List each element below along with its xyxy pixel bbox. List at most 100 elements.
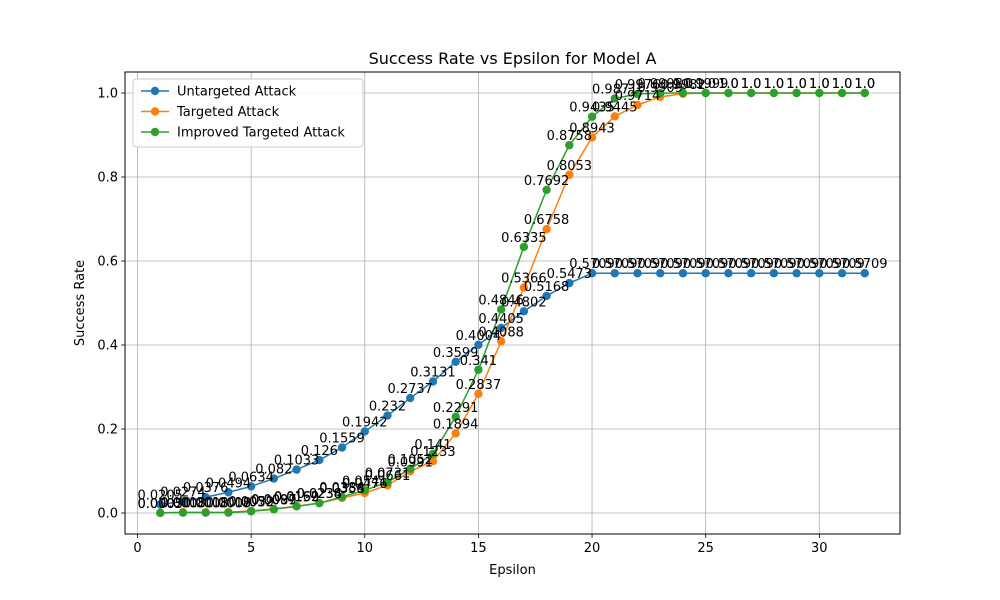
data-label: 0.0089 bbox=[251, 493, 297, 508]
data-label: 0.9976 bbox=[615, 78, 661, 93]
data-label: 1.0 bbox=[718, 77, 739, 92]
data-point bbox=[360, 427, 369, 436]
data-label: 0.0376 bbox=[183, 481, 229, 496]
data-point bbox=[565, 278, 574, 288]
data-point bbox=[496, 323, 506, 333]
x-axis-label: Epsilon bbox=[489, 563, 536, 578]
data-label: 0.0991 bbox=[387, 455, 433, 470]
data-point bbox=[610, 112, 619, 121]
legend: Untargeted Attack Targeted Attack Improved… bbox=[132, 78, 364, 148]
data-label: 0.0205 bbox=[137, 488, 183, 503]
data-point bbox=[815, 269, 824, 278]
data-label: 0.0476 bbox=[342, 477, 388, 492]
data-label: 0.5709 bbox=[751, 257, 797, 272]
data-label: 1.0 bbox=[695, 77, 716, 92]
data-label: 0.0018 bbox=[206, 496, 252, 511]
data-point bbox=[724, 88, 733, 98]
data-label: 0.0052 bbox=[228, 495, 274, 510]
data-label: 0.5709 bbox=[569, 257, 615, 272]
legend-marker bbox=[150, 86, 160, 96]
data-label: 0.0008 bbox=[160, 497, 206, 512]
data-label: 1.0 bbox=[786, 77, 807, 92]
data-label: 0.9714 bbox=[615, 89, 661, 104]
data-point bbox=[860, 88, 869, 98]
data-label: 0.4802 bbox=[501, 295, 547, 310]
data-point bbox=[246, 482, 256, 491]
data-label: 0.0634 bbox=[228, 470, 274, 485]
data-label: 0.341 bbox=[460, 354, 497, 369]
data-point bbox=[860, 269, 869, 278]
data-point bbox=[201, 493, 210, 502]
data-point bbox=[633, 269, 642, 278]
data-label: 0.1894 bbox=[433, 417, 479, 432]
y-tick-label: 0.0 bbox=[97, 507, 118, 522]
data-point bbox=[746, 88, 756, 98]
data-label: 0.0358 bbox=[319, 482, 365, 497]
data-label: 0.0018 bbox=[183, 496, 229, 511]
data-label: 0.4846 bbox=[478, 293, 524, 308]
data-point bbox=[451, 412, 460, 421]
data-label: 0.2837 bbox=[456, 378, 502, 393]
data-label: 0.7692 bbox=[524, 174, 570, 189]
data-point bbox=[815, 88, 824, 98]
data-label: 0.8943 bbox=[569, 121, 615, 136]
data-label: 1.0 bbox=[854, 77, 875, 92]
axis-ticks: 0 5 10 15 20 25 30 0.0 0.2 0.4 0.6 0.8 1.0 bbox=[97, 87, 827, 557]
data-label: 0.126 bbox=[301, 444, 338, 459]
data-label: 0.6758 bbox=[524, 213, 570, 228]
data-point bbox=[269, 474, 279, 483]
data-point bbox=[496, 305, 506, 314]
data-label: 0.9998 bbox=[637, 77, 683, 92]
data-label: 0.4405 bbox=[478, 312, 524, 327]
data-point bbox=[656, 269, 665, 278]
data-label: 0.9435 bbox=[569, 101, 615, 116]
y-tick-label: 0.8 bbox=[97, 171, 118, 186]
data-label: 0.3131 bbox=[410, 365, 456, 380]
data-label: 0.0009 bbox=[206, 497, 252, 512]
data-label: 1.0 bbox=[809, 77, 830, 92]
data-point bbox=[406, 464, 415, 474]
data-label: 0.0162 bbox=[274, 490, 320, 505]
data-label: 0.0661 bbox=[365, 469, 411, 484]
data-label: 1.0 bbox=[741, 77, 762, 92]
data-point bbox=[474, 365, 483, 374]
data-point bbox=[633, 89, 642, 99]
data-labels-layer: 0.02050.02740.03760.04940.06340.0820.103… bbox=[137, 77, 887, 512]
data-point bbox=[633, 100, 642, 110]
x-tick-label: 20 bbox=[584, 541, 601, 556]
data-label: 1.0 bbox=[673, 77, 694, 92]
data-label: 0.0003 bbox=[137, 497, 183, 512]
data-point bbox=[383, 478, 392, 487]
data-label: 0.9445 bbox=[592, 100, 638, 115]
data-label: 0.5709 bbox=[683, 257, 729, 272]
legend-marker bbox=[150, 127, 160, 137]
data-point bbox=[451, 357, 460, 367]
data-label: 0.8053 bbox=[547, 159, 593, 174]
data-label: 0.2737 bbox=[387, 382, 433, 397]
x-tick-label: 15 bbox=[470, 541, 487, 556]
data-label: 0.5366 bbox=[501, 272, 547, 287]
data-point bbox=[428, 457, 438, 466]
data-point bbox=[383, 411, 392, 420]
data-label: 0.9871 bbox=[592, 82, 638, 97]
data-point bbox=[769, 269, 779, 278]
data-point bbox=[428, 449, 438, 458]
legend-label: Untargeted Attack bbox=[177, 85, 297, 100]
data-point bbox=[565, 140, 574, 150]
data-point bbox=[542, 224, 551, 234]
data-point bbox=[269, 505, 279, 514]
data-label: 0.5709 bbox=[842, 257, 888, 272]
data-label: 0.0097 bbox=[251, 493, 297, 508]
data-label: 0.5709 bbox=[660, 257, 706, 272]
data-label: 0.232 bbox=[369, 400, 406, 415]
data-point bbox=[610, 269, 619, 278]
data-point bbox=[156, 508, 165, 518]
data-point bbox=[246, 507, 256, 516]
series-layer bbox=[156, 88, 869, 518]
data-point bbox=[315, 498, 324, 508]
data-label: 0.0008 bbox=[183, 497, 229, 512]
y-tick-label: 0.6 bbox=[97, 255, 118, 270]
plot-frame bbox=[124, 71, 901, 535]
data-label: 0.5709 bbox=[592, 257, 638, 272]
